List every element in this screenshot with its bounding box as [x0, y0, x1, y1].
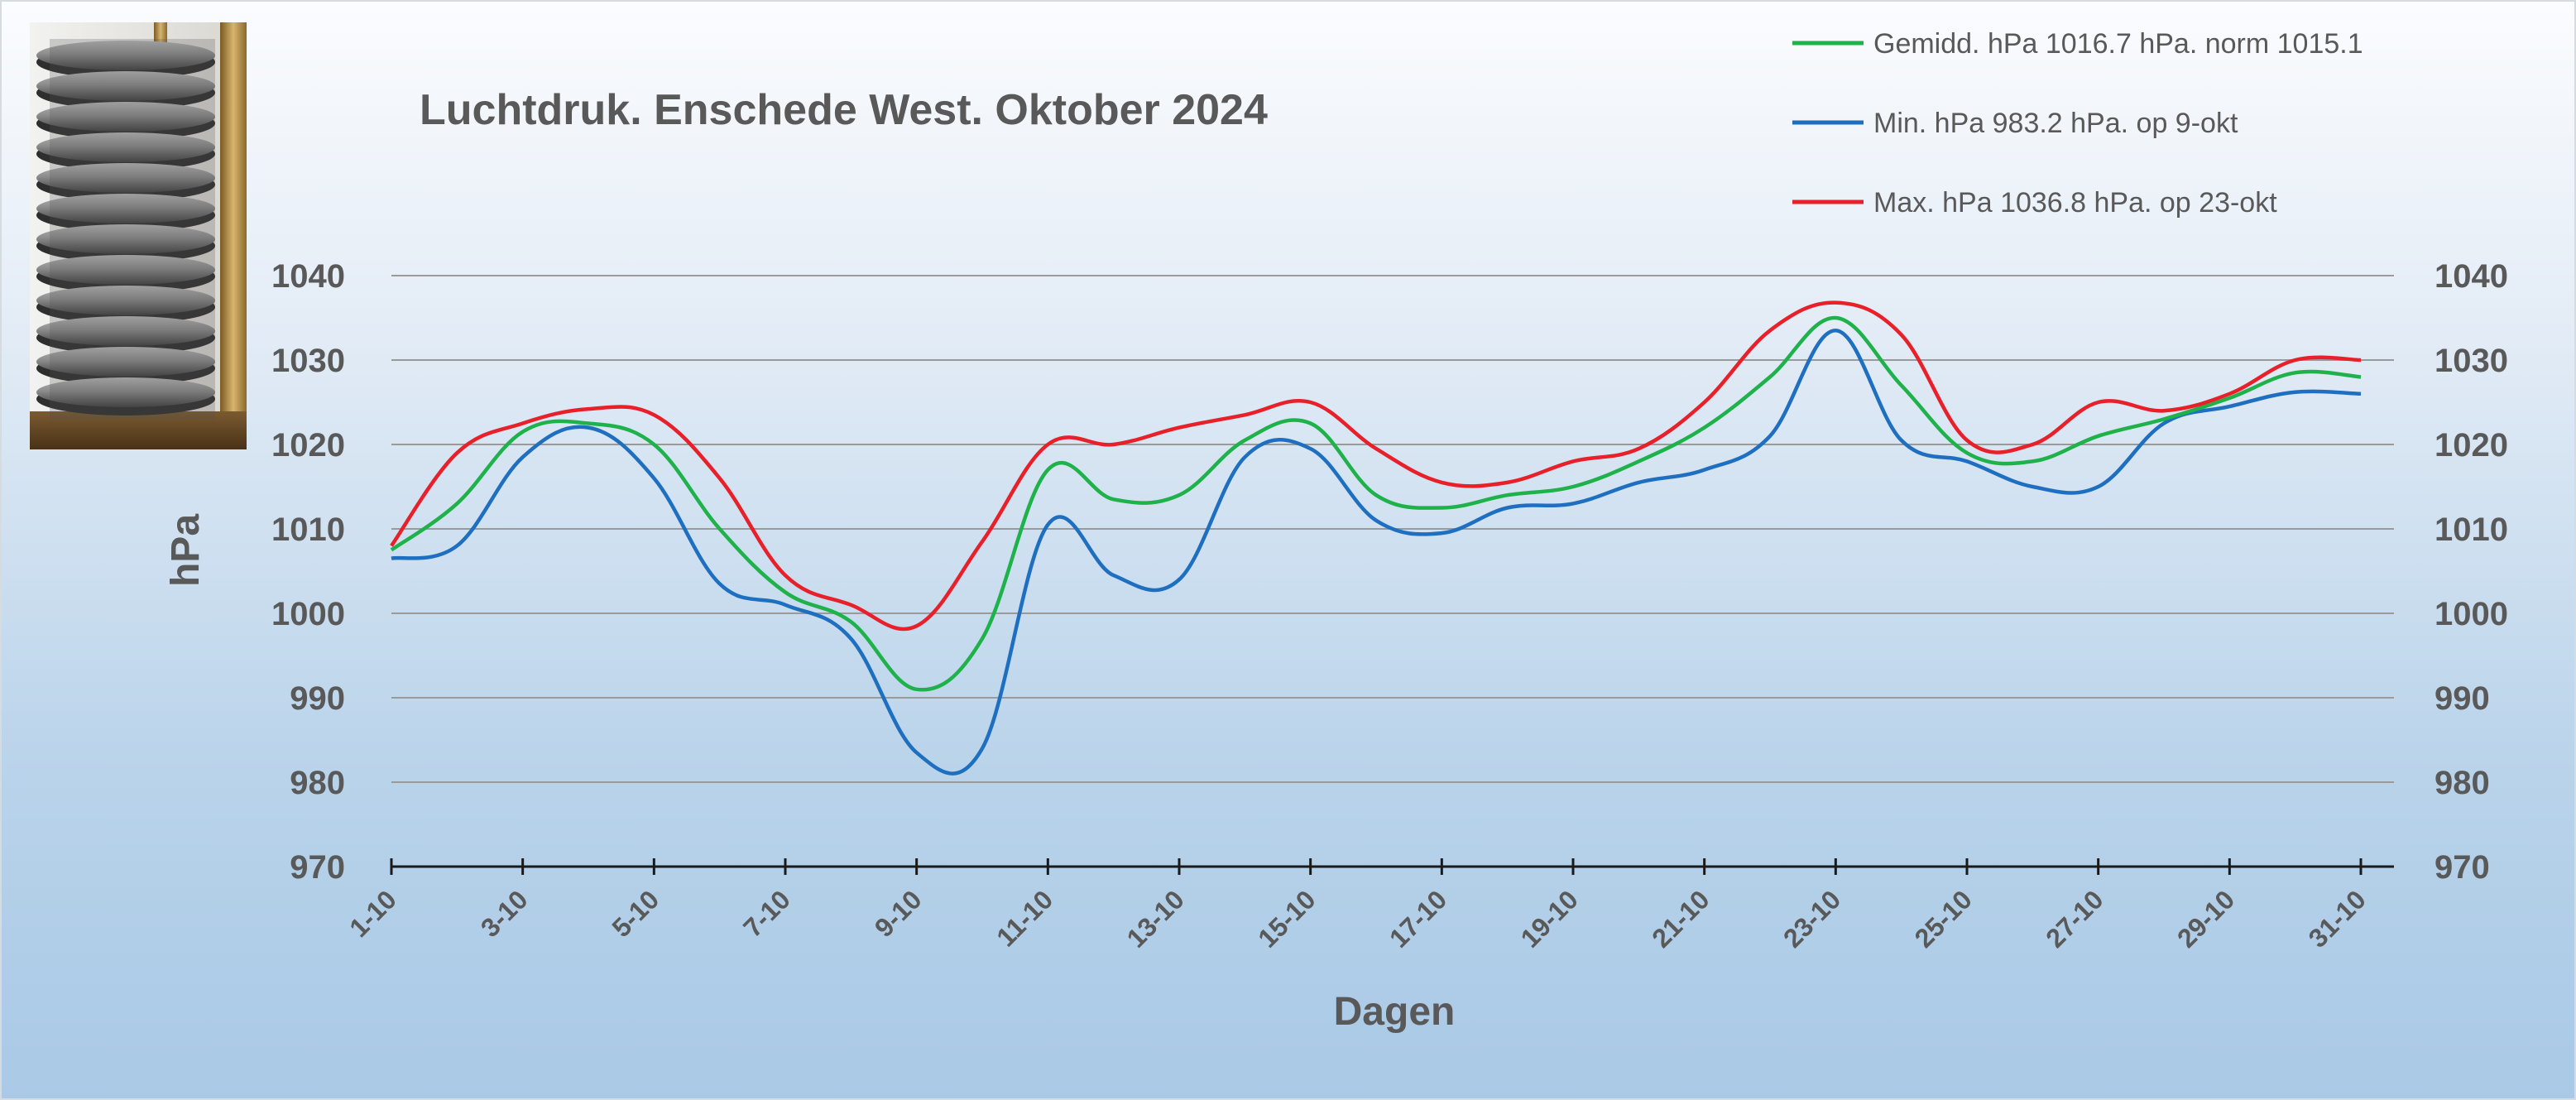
bellows-disc [36, 316, 215, 346]
bellows-disc [36, 286, 215, 315]
y-tick-label-right: 1020 [2434, 427, 2508, 464]
y-tick-label-left: 980 [290, 765, 345, 801]
series-line-1 [391, 329, 2362, 776]
x-tick-label: 21-10 [1646, 884, 1715, 953]
y-tick-label-left: 970 [290, 849, 345, 886]
y-axis-left-tick-labels: 970 980 990 1000 1010 1020 1030 1040 [271, 258, 345, 886]
x-tick-label: 13-10 [1121, 884, 1190, 953]
x-tick-label: 31-10 [2303, 884, 2372, 953]
y-tick-label-right: 980 [2434, 765, 2490, 801]
x-axis-ticks [390, 858, 2363, 875]
x-axis-tick-labels: 1-10 3-10 5-10 7-10 9-10 11-10 13-10 15-10 17-10… [343, 884, 2372, 953]
bellows-disc [36, 377, 215, 407]
series-line-2 [390, 300, 2362, 632]
x-axis-title: Dagen [1334, 990, 1456, 1034]
y-tick-label-left: 990 [290, 680, 345, 717]
bellows-disc [36, 41, 215, 70]
bellows-disc [36, 71, 215, 101]
bellows-disc [36, 347, 215, 377]
x-tick-label: 3-10 [475, 884, 534, 943]
bellows-disc [36, 255, 215, 285]
bellows-disc [36, 102, 215, 132]
y-tick-label-right: 990 [2434, 680, 2490, 717]
y-tick-label-right: 1010 [2434, 512, 2508, 548]
legend-label: Max. hPa 1036.8 hPa. op 23-okt [1873, 187, 2277, 219]
x-tick-label: 11-10 [991, 884, 1058, 952]
x-tick-label: 25-10 [1909, 884, 1978, 953]
y-tick-label-left: 1030 [271, 343, 345, 379]
x-tick-label: 9-10 [869, 884, 928, 943]
x-tick-label: 27-10 [2040, 884, 2108, 953]
x-tick-label: 1-10 [343, 884, 402, 943]
x-tick-label: 19-10 [1515, 884, 1584, 953]
x-tick-label: 15-10 [1252, 884, 1321, 953]
barograph-photo [30, 22, 247, 449]
y-tick-label-right: 970 [2434, 849, 2490, 886]
x-tick-label: 7-10 [737, 884, 796, 943]
x-tick-label: 29-10 [2171, 884, 2240, 953]
series-line-0 [390, 315, 2362, 692]
legend-label: Gemidd. hPa 1016.7 hPa. norm 1015.1 [1873, 28, 2363, 60]
y-tick-label-left: 1010 [271, 512, 345, 548]
y-tick-label-right: 1030 [2434, 343, 2508, 379]
bellows-disc [36, 132, 215, 162]
y-tick-label-left: 1000 [271, 596, 345, 632]
y-axis-title: hPa [164, 514, 208, 587]
bellows-disc [36, 163, 215, 193]
legend-label: Min. hPa 983.2 hPa. op 9-okt [1873, 108, 2238, 139]
bellows-disc [36, 224, 215, 254]
y-tick-label-right: 1040 [2434, 258, 2508, 295]
legend: Gemidd. hPa 1016.7 hPa. norm 1015.1 Min. … [1792, 28, 2363, 219]
y-tick-label-right: 1000 [2434, 596, 2508, 632]
y-axis-right-tick-labels: 970 980 990 1000 1010 1020 1030 1040 [2434, 258, 2508, 886]
series-lines [390, 300, 2362, 776]
x-tick-label: 5-10 [607, 884, 665, 943]
y-tick-label-left: 1020 [271, 427, 345, 464]
chart-title: Luchtdruk. Enschede West. Oktober 2024 [420, 86, 1268, 134]
bellows-disc [36, 194, 215, 223]
x-tick-label: 17-10 [1384, 884, 1452, 953]
gridlines [391, 275, 2394, 783]
y-tick-label-left: 1040 [271, 258, 345, 295]
x-tick-label: 23-10 [1777, 884, 1846, 953]
